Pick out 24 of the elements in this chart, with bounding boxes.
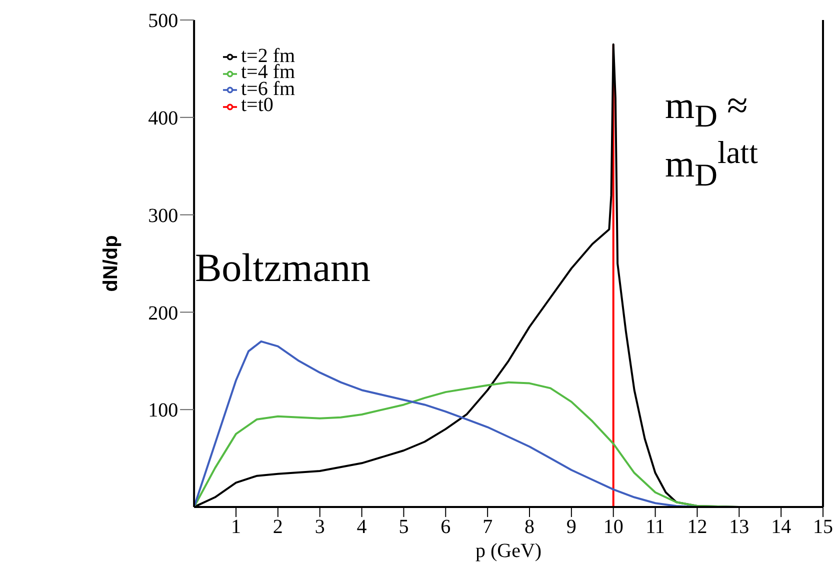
x-tick-label: 8 [524, 516, 534, 538]
x-tick-label: 3 [314, 516, 325, 538]
y-tick-label: 300 [148, 204, 178, 227]
x-tick-label: 11 [646, 516, 665, 538]
y-tick-label: 200 [148, 302, 178, 324]
x-tick-label: 5 [398, 516, 409, 538]
x-tick-label: 15 [813, 516, 833, 538]
y-tick-label: 400 [148, 108, 178, 130]
x-tick-label: 12 [687, 516, 708, 538]
x-tick-label: 7 [482, 516, 493, 538]
x-tick-label: 4 [356, 516, 367, 538]
x-tick-label: 13 [729, 516, 750, 538]
x-tick-label: 10 [603, 516, 624, 538]
x-tick-label: 2 [272, 516, 283, 538]
y-tick-label: 500 [148, 10, 178, 32]
x-tick-label: 9 [566, 516, 576, 538]
legend-label: t=t0 [241, 94, 274, 116]
x-tick-label: 1 [230, 516, 241, 538]
y-axis-title: dN/dp [100, 235, 122, 292]
y-tick-label: 100 [148, 400, 178, 422]
x-tick-label: 14 [771, 516, 792, 538]
x-axis-title: p (GeV) [475, 540, 542, 562]
annotation: Boltzmann [195, 245, 372, 291]
x-tick-label: 6 [440, 516, 451, 538]
